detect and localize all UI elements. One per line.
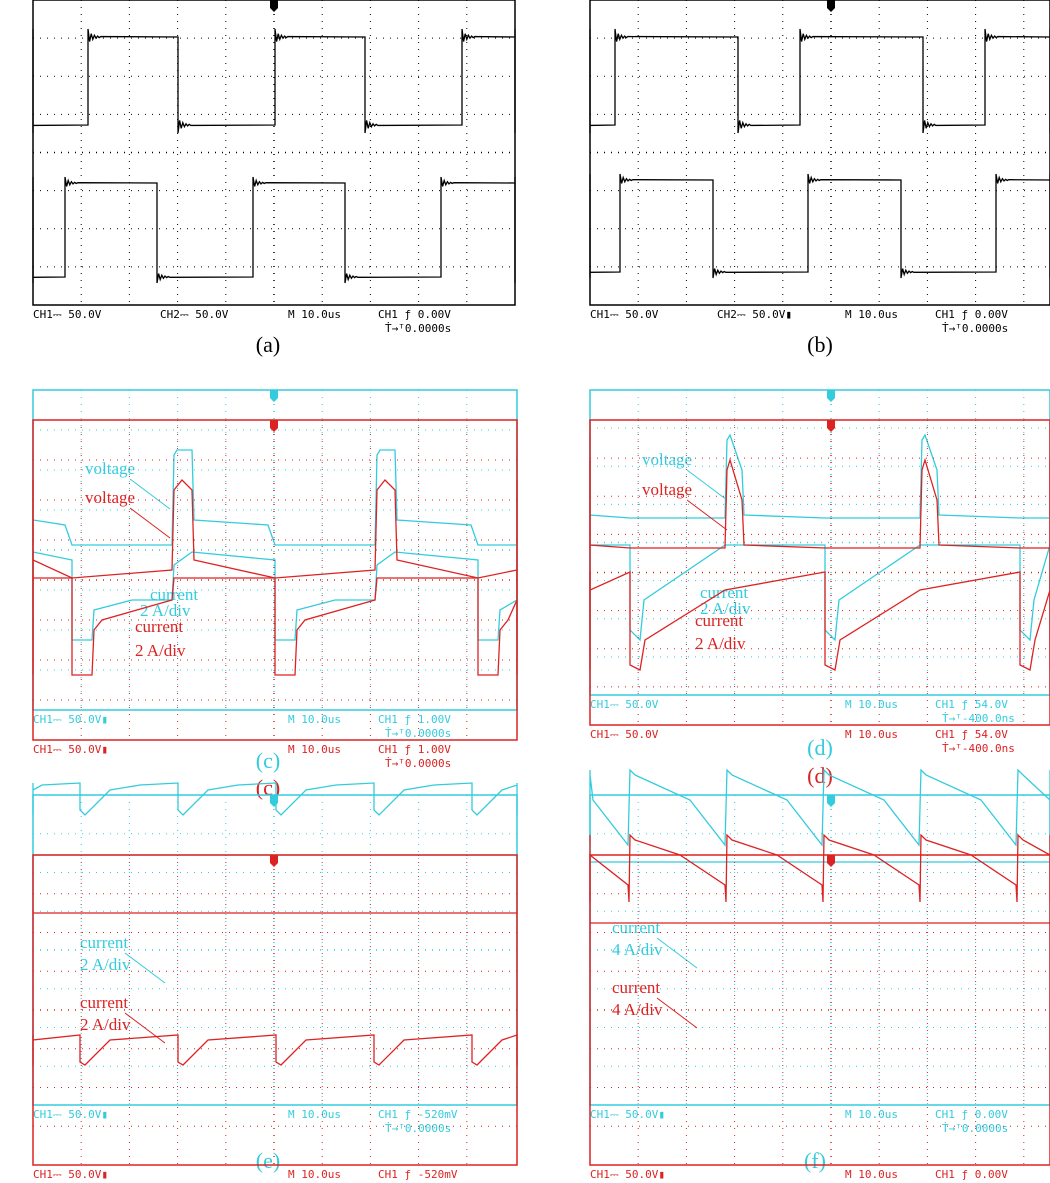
trigger-marker [270, 795, 278, 807]
leader-line [130, 508, 170, 538]
status-text: Ṫ→ᵀ-400.0ns [942, 712, 1015, 725]
status-text: CH1 ƒ 54.0V [935, 698, 1008, 711]
trigger-marker [827, 0, 835, 12]
status-text: Ṫ→ᵀ-400.0ns [942, 742, 1015, 755]
status-text: M 10.0us [288, 1108, 341, 1121]
status-text: CH1⎓ 50.0V▮ [33, 1168, 108, 1181]
figure: CH1⎓ 50.0VCH2⎓ 50.0VM 10.0usCH1 ƒ 0.00VṪ… [0, 0, 1050, 1183]
status-text: CH1⎓ 50.0V [590, 308, 659, 321]
status-text: CH1 ƒ 0.00V [378, 308, 451, 321]
annotation: 4 A/div [612, 1000, 663, 1019]
status-text: CH1⎓ 50.0V▮ [33, 1108, 108, 1121]
trigger-marker [827, 390, 835, 402]
waveform [590, 835, 1050, 902]
trigger-marker [827, 420, 835, 432]
status-text: CH1 ƒ 0.00V [935, 1168, 1008, 1181]
annotation: current [135, 617, 183, 636]
annotation: voltage [85, 459, 135, 478]
waveform [590, 174, 1050, 278]
status-text: M 10.0us [845, 1168, 898, 1181]
waveform [590, 29, 1050, 133]
status-text: CH1 ƒ 0.00V [935, 1108, 1008, 1121]
annotation: 2 A/div [135, 641, 186, 660]
scope-frame [590, 390, 1050, 695]
annotation: current [80, 993, 128, 1012]
status-text: CH1 ƒ 1.00V [378, 713, 451, 726]
status-text: CH1⎓ 50.0V [33, 308, 102, 321]
status-text: CH1 ƒ 54.0V [935, 728, 1008, 741]
annotation: current [612, 918, 660, 937]
status-text: CH1 ƒ -520mV [378, 1108, 458, 1121]
status-text: CH1⎓ 50.0V▮ [590, 1168, 665, 1181]
status-text: Ṫ→ᵀ0.0000s [942, 322, 1008, 335]
annotation: current [695, 611, 743, 630]
panel-label: (e) [256, 1148, 280, 1173]
trigger-marker [270, 855, 278, 867]
status-text: M 10.0us [845, 1108, 898, 1121]
status-text: Ṫ→ᵀ0.0000s [385, 757, 451, 770]
waveform [590, 572, 1050, 670]
annotation: voltage [642, 450, 692, 469]
status-text: M 10.0us [288, 743, 341, 756]
annotation: 4 A/div [612, 940, 663, 959]
trigger-marker [827, 855, 835, 867]
panel-label: (a) [256, 332, 280, 357]
status-text: M 10.0us [288, 308, 341, 321]
status-text: M 10.0us [845, 698, 898, 711]
panel-label: (f) [804, 1148, 826, 1173]
status-text: M 10.0us [845, 728, 898, 741]
scope-frame [590, 0, 1050, 305]
annotation: voltage [85, 488, 135, 507]
waveform [590, 545, 1050, 640]
panel-label: (d) [807, 735, 833, 760]
status-text: CH1 ƒ 1.00V [378, 743, 451, 756]
waveform [33, 177, 515, 283]
status-text: M 10.0us [288, 713, 341, 726]
annotation: 2 A/div [695, 634, 746, 653]
trigger-marker [827, 795, 835, 807]
status-text: Ṫ→ᵀ0.0000s [385, 322, 451, 335]
status-text: CH1 ƒ 0.00V [935, 308, 1008, 321]
status-text: CH1⎓ 50.0V [590, 698, 659, 711]
waveform [33, 1035, 517, 1065]
trigger-marker [270, 0, 278, 12]
annotation: 2 A/div [80, 955, 131, 974]
panel-label: (c) [256, 748, 280, 773]
status-text: CH2⎓ 50.0V▮ [717, 308, 792, 321]
annotation: 2 A/div [80, 1015, 131, 1034]
panel-label: (b) [807, 332, 833, 357]
waveform [590, 460, 1050, 548]
status-text: CH1⎓ 50.0V▮ [33, 713, 108, 726]
status-text: CH1⎓ 50.0V▮ [33, 743, 108, 756]
trigger-marker [270, 390, 278, 402]
status-text: CH1⎓ 50.0V▮ [590, 1108, 665, 1121]
leader-line [657, 938, 697, 968]
leader-line [130, 479, 170, 509]
annotation: voltage [642, 480, 692, 499]
annotation: current [80, 933, 128, 952]
waveform [590, 435, 1050, 518]
leader-line [125, 953, 165, 983]
status-text: CH2⎓ 50.0V [160, 308, 229, 321]
status-text: M 10.0us [845, 308, 898, 321]
status-text: M 10.0us [288, 1168, 341, 1181]
annotation: current [612, 978, 660, 997]
status-text: CH1 ƒ -520mV [378, 1168, 458, 1181]
waveform [33, 578, 517, 675]
status-text: CH1⎓ 50.0V [590, 728, 659, 741]
leader-line [687, 470, 727, 500]
leader-line [687, 500, 727, 530]
leader-line [657, 998, 697, 1028]
waveform [33, 29, 515, 133]
